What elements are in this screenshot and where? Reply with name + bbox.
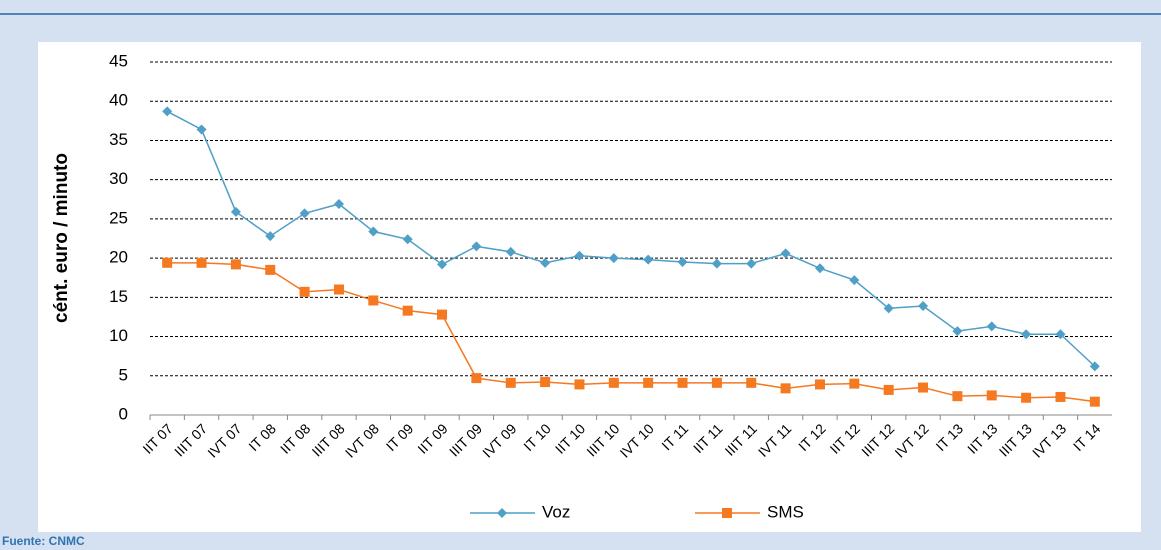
data-point [574,379,585,390]
y-tick-label: 0 [119,404,128,423]
data-point [368,226,379,237]
data-point [1055,391,1066,402]
data-point [1089,396,1100,407]
y-tick-label: 25 [109,208,128,227]
y-tick-label: 5 [119,365,128,384]
data-point [814,263,825,274]
series-line [167,262,1095,403]
legend-marker [722,508,732,518]
source: Fuente: CNMC [2,534,85,548]
data-point [952,326,963,337]
data-point [505,246,516,257]
data-point [368,295,379,306]
data-point [574,250,585,261]
data-point [1021,392,1032,403]
data-point [540,257,551,268]
data-point [196,257,207,268]
legend-label: SMS [767,502,804,521]
y-tick-label: 15 [109,287,128,306]
y-tick-label: 45 [109,51,128,70]
data-point [780,383,791,394]
y-tick-label: 20 [109,248,128,267]
data-point [265,231,276,242]
data-point [162,106,173,117]
data-point [437,309,448,320]
data-point [780,248,791,259]
data-point [986,321,997,332]
data-point [643,377,654,388]
data-point [918,300,929,311]
y-axis-label: cént. euro / minuto [51,153,72,323]
data-point [677,377,688,388]
y-tick-label: 10 [109,326,128,345]
data-point [162,257,173,268]
data-point [608,253,619,264]
data-point [230,206,241,217]
data-point [333,198,344,209]
legend-label: Voz [542,502,570,521]
data-point [437,259,448,270]
data-point [746,377,757,388]
data-point [265,264,276,275]
data-point [299,286,310,297]
data-point [849,275,860,286]
data-point [711,258,722,269]
data-point [677,257,688,268]
data-point [230,259,241,270]
data-point [849,378,860,389]
y-tick-label: 40 [109,91,128,110]
data-point [540,377,551,388]
data-point [1089,361,1100,372]
data-point [471,373,482,384]
data-point [402,305,413,316]
data-point [883,303,894,314]
y-tick-label: 35 [109,130,128,149]
data-point [299,208,310,219]
legend-marker [497,508,507,518]
data-point [814,379,825,390]
data-point [333,284,344,295]
data-point [643,254,654,265]
data-point [918,382,929,393]
data-point [471,241,482,252]
data-point [196,124,207,135]
data-point [952,391,963,402]
data-point [1021,329,1032,340]
data-point [746,258,757,269]
y-tick-label: 30 [109,169,128,188]
data-point [986,390,997,401]
data-point [505,377,516,388]
data-point [883,384,894,395]
data-point [1055,329,1066,340]
series-line [166,110,1096,367]
data-point [608,377,619,388]
chart-area [38,42,1141,532]
data-point [402,234,413,245]
data-point [711,377,722,388]
